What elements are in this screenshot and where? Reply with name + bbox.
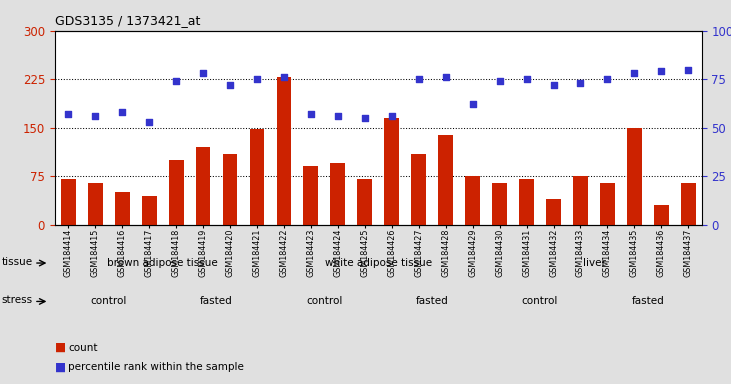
Point (197, 70, 209, 76)
Text: control: control (522, 296, 558, 306)
Point (89, 113, 101, 119)
Bar (681, 183, 696, 225)
Point (440, 74, 452, 80)
Point (359, 115, 371, 121)
Bar (519, 179, 534, 225)
Bar (465, 176, 480, 225)
Bar (654, 205, 669, 225)
Text: control: control (91, 296, 127, 306)
Bar (357, 179, 372, 225)
Bar (573, 176, 588, 225)
Bar (223, 154, 238, 225)
Text: brown adipose tissue: brown adipose tissue (107, 258, 218, 268)
Bar (439, 136, 453, 225)
Bar (303, 167, 318, 225)
Bar (492, 183, 507, 225)
Bar (142, 195, 156, 225)
Text: stress: stress (1, 295, 33, 305)
Point (575, 80, 586, 86)
Bar (546, 199, 561, 225)
Point (224, 82, 236, 88)
Point (332, 113, 344, 119)
Point (683, 66, 694, 73)
Text: count: count (68, 343, 97, 353)
Point (602, 76, 613, 82)
Point (116, 109, 128, 115)
Text: ■: ■ (55, 341, 66, 354)
Bar (627, 127, 642, 225)
Point (413, 76, 425, 82)
Bar (169, 160, 183, 225)
Point (467, 101, 479, 108)
Bar (88, 183, 102, 225)
Bar (412, 154, 426, 225)
Bar (600, 183, 615, 225)
Point (386, 113, 398, 119)
Point (493, 78, 505, 84)
Text: tissue: tissue (1, 257, 33, 266)
Bar (61, 179, 76, 225)
Point (251, 76, 263, 82)
Text: liver: liver (583, 258, 605, 268)
Point (143, 119, 155, 125)
Point (305, 111, 317, 117)
Bar (196, 147, 211, 225)
Point (656, 68, 667, 74)
Point (170, 78, 182, 84)
Point (520, 76, 532, 82)
Point (629, 70, 640, 76)
Text: fasted: fasted (632, 296, 664, 306)
Bar (385, 118, 399, 225)
Bar (249, 129, 265, 225)
Text: white adipose tissue: white adipose tissue (325, 258, 432, 268)
Text: fasted: fasted (416, 296, 449, 306)
Text: GDS3135 / 1373421_at: GDS3135 / 1373421_at (55, 14, 200, 27)
Point (62, 111, 74, 117)
Text: ■: ■ (55, 361, 66, 374)
Bar (115, 192, 129, 225)
Text: control: control (306, 296, 343, 306)
Bar (330, 163, 345, 225)
Text: fasted: fasted (200, 296, 233, 306)
Point (278, 74, 289, 80)
Text: percentile rank within the sample: percentile rank within the sample (68, 362, 244, 372)
Point (548, 82, 559, 88)
Bar (276, 77, 292, 225)
